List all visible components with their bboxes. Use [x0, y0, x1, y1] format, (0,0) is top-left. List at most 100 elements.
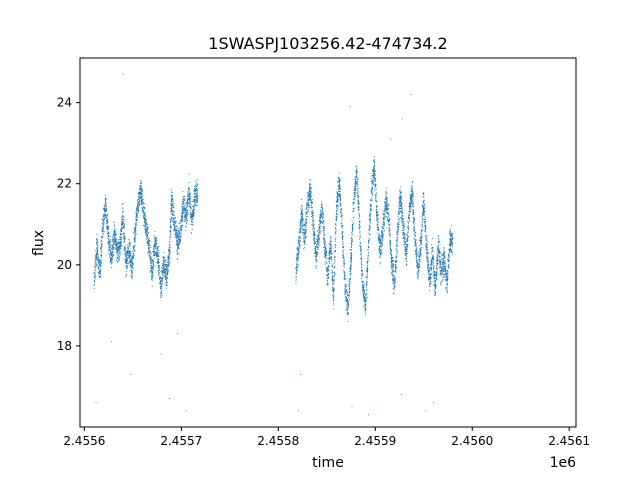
data-point	[152, 251, 154, 253]
data-point	[306, 199, 308, 201]
data-point	[116, 252, 118, 254]
data-point	[175, 244, 177, 246]
data-point	[188, 195, 191, 197]
data-point	[157, 255, 159, 257]
data-point	[377, 218, 379, 221]
data-point	[129, 265, 131, 267]
data-point	[346, 310, 349, 312]
data-point	[97, 257, 99, 259]
data-point	[307, 200, 309, 202]
data-point	[161, 282, 163, 284]
data-point	[196, 198, 199, 200]
data-point	[101, 243, 103, 245]
data-point	[182, 207, 184, 209]
data-point	[298, 250, 300, 253]
data-point	[122, 215, 124, 217]
data-point	[164, 269, 166, 271]
data-point	[388, 217, 390, 219]
data-point	[360, 263, 363, 266]
data-point	[314, 248, 316, 250]
data-point	[96, 259, 98, 261]
data-point	[122, 233, 125, 235]
data-point	[358, 213, 360, 215]
data-point	[368, 232, 370, 235]
data-point	[341, 208, 343, 210]
data-point	[365, 292, 367, 294]
data-point	[133, 253, 135, 255]
data-point	[111, 247, 113, 249]
data-point	[129, 251, 131, 253]
data-point	[303, 237, 305, 240]
data-point	[131, 257, 133, 259]
data-point	[127, 251, 129, 253]
data-point	[374, 163, 376, 165]
data-point	[312, 222, 314, 225]
data-point	[374, 168, 376, 170]
data-point	[336, 209, 338, 211]
data-point	[366, 272, 368, 274]
data-point	[322, 216, 324, 218]
data-point	[111, 256, 114, 258]
data-point	[100, 239, 102, 241]
data-point	[149, 254, 151, 256]
data-point	[304, 232, 306, 234]
data-point	[309, 199, 311, 201]
data-point	[154, 246, 156, 248]
data-point	[129, 242, 131, 244]
data-point	[186, 214, 188, 216]
data-point	[298, 249, 300, 251]
data-point	[129, 244, 131, 246]
data-point	[296, 273, 298, 275]
data-point	[306, 231, 308, 233]
data-point	[177, 248, 179, 250]
data-point	[394, 261, 396, 263]
data-point	[392, 263, 394, 265]
data-point	[318, 231, 321, 233]
data-point	[392, 261, 394, 263]
data-point	[376, 204, 378, 206]
data-point	[130, 256, 132, 258]
data-point	[360, 262, 362, 264]
data-point	[395, 259, 397, 261]
data-point	[140, 180, 142, 182]
data-point	[130, 265, 132, 267]
data-point	[304, 241, 306, 243]
data-point	[143, 209, 145, 211]
data-point	[147, 245, 149, 247]
data-point	[150, 271, 152, 273]
data-point	[389, 229, 391, 231]
data-point	[101, 235, 103, 237]
data-point	[186, 223, 188, 225]
data-point	[137, 206, 139, 208]
data-point	[369, 214, 371, 216]
data-point	[327, 280, 329, 282]
data-point	[299, 230, 301, 233]
data-point	[324, 253, 326, 255]
data-point	[303, 225, 305, 227]
data-point	[150, 267, 152, 269]
data-point	[340, 198, 342, 200]
data-point	[145, 216, 147, 218]
data-point	[105, 201, 107, 204]
data-point	[324, 243, 326, 245]
data-point	[304, 237, 306, 239]
data-point	[341, 232, 344, 234]
data-point	[184, 209, 186, 211]
data-point	[315, 238, 317, 240]
data-point	[104, 216, 106, 218]
data-point	[109, 244, 111, 246]
data-point	[378, 234, 380, 236]
data-point	[318, 242, 321, 244]
data-point	[347, 320, 349, 322]
data-point	[315, 242, 317, 244]
data-point	[183, 218, 185, 221]
data-point	[356, 165, 358, 167]
data-point	[391, 260, 393, 262]
data-point	[321, 208, 323, 210]
data-point	[330, 243, 332, 245]
data-point	[158, 266, 160, 268]
data-point	[384, 215, 386, 217]
data-point	[170, 203, 172, 205]
data-point	[313, 236, 315, 239]
